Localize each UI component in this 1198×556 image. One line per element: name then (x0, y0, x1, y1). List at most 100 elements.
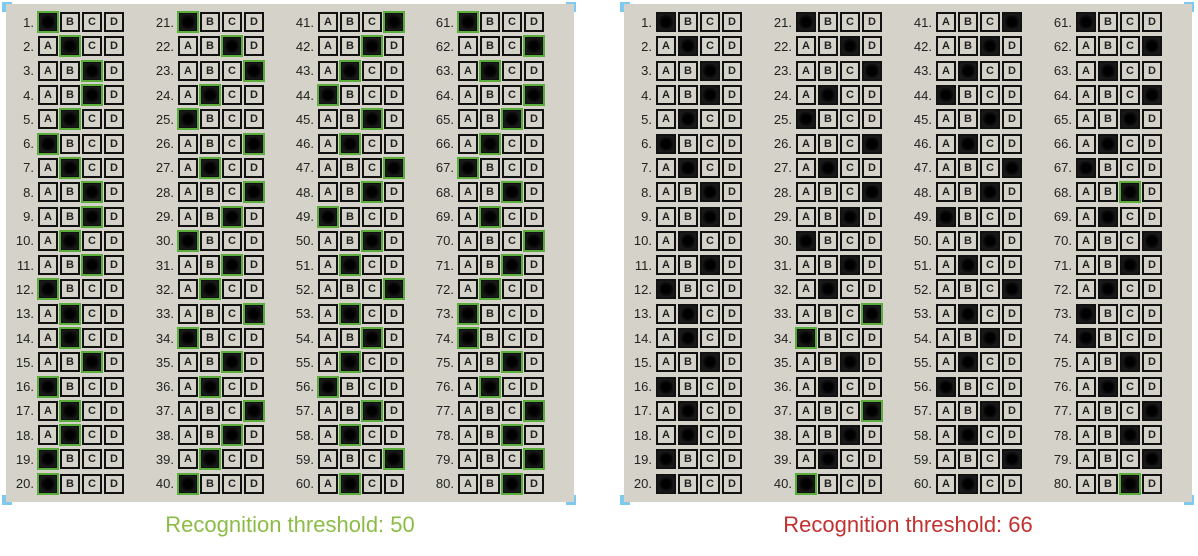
bubble-d: D (722, 182, 742, 202)
bubble-d: D (104, 474, 124, 494)
bubble-d: D (244, 109, 264, 129)
bubble-b: B (200, 377, 220, 397)
bubble-c: C (1120, 352, 1140, 372)
bubble-b: B (958, 474, 978, 494)
bubble-b: B (200, 474, 220, 494)
question-row: 74.ABCD (432, 326, 568, 350)
bubble-c: C (502, 85, 522, 105)
question-row: 13.ABCD (630, 302, 766, 326)
question-number: 69. (432, 209, 454, 224)
bubble-b: B (678, 207, 698, 227)
question-number: 68. (432, 185, 454, 200)
bubble-b: B (678, 304, 698, 324)
question-number: 7. (12, 160, 34, 175)
question-number: 10. (12, 233, 34, 248)
bubble-b: B (818, 61, 838, 81)
bubble-a: A (458, 377, 478, 397)
bubble-b: B (958, 328, 978, 348)
bubble-c: C (222, 255, 242, 275)
bubble-c: C (362, 134, 382, 154)
bubble-c: C (82, 352, 102, 372)
bubble-a: A (38, 352, 58, 372)
bubble-c: C (700, 279, 720, 299)
bubble-b: B (818, 134, 838, 154)
bubble-c: C (502, 134, 522, 154)
question-number: 27. (152, 160, 174, 175)
bubble-b: B (60, 207, 80, 227)
bubble-d: D (1142, 36, 1162, 56)
bubble-a: A (178, 207, 198, 227)
bubble-c: C (222, 85, 242, 105)
bubble-b: B (340, 61, 360, 81)
bubble-b: B (958, 158, 978, 178)
question-number: 49. (292, 209, 314, 224)
question-row: 62.ABCD (1050, 34, 1186, 58)
question-row: 58.ABCD (910, 423, 1046, 447)
bubble-a: A (936, 61, 956, 81)
bubble-b: B (818, 85, 838, 105)
question-number: 56. (910, 379, 932, 394)
bubble-c: C (222, 158, 242, 178)
question-number: 31. (770, 258, 792, 273)
bubble-b: B (60, 134, 80, 154)
question-number: 47. (292, 160, 314, 175)
bubble-a: A (458, 255, 478, 275)
bubble-a: A (796, 85, 816, 105)
bubble-a: A (318, 377, 338, 397)
bubble-c: C (840, 182, 860, 202)
question-number: 73. (1050, 306, 1072, 321)
bubble-c: C (980, 85, 1000, 105)
bubble-b: B (818, 255, 838, 275)
bubble-c: C (222, 377, 242, 397)
question-number: 75. (432, 355, 454, 370)
bubble-a: A (656, 134, 676, 154)
bubble-c: C (502, 328, 522, 348)
question-number: 16. (630, 379, 652, 394)
bubble-d: D (244, 304, 264, 324)
bubble-a: A (38, 328, 58, 348)
bubble-a: A (656, 401, 676, 421)
bubble-b: B (958, 279, 978, 299)
bubble-a: A (178, 304, 198, 324)
bubble-c: C (840, 401, 860, 421)
bubble-b: B (340, 304, 360, 324)
bubble-b: B (678, 182, 698, 202)
bubble-c: C (362, 61, 382, 81)
bubble-c: C (362, 474, 382, 494)
bubble-d: D (1002, 474, 1022, 494)
question-number: 3. (630, 63, 652, 78)
bubble-a: A (796, 377, 816, 397)
bubble-a: A (38, 401, 58, 421)
bubble-b: B (60, 328, 80, 348)
bubble-d: D (244, 255, 264, 275)
question-row: 57.ABCD (292, 399, 428, 423)
bubble-c: C (222, 352, 242, 372)
question-number: 42. (292, 39, 314, 54)
question-row: 49.ABCD (292, 204, 428, 228)
question-number: 68. (1050, 185, 1072, 200)
bubble-b: B (340, 255, 360, 275)
question-number: 35. (152, 355, 174, 370)
bubble-a: A (38, 36, 58, 56)
bubble-c: C (82, 182, 102, 202)
bubble-b: B (340, 425, 360, 445)
question-number: 34. (770, 331, 792, 346)
bubble-c: C (1120, 449, 1140, 469)
bubble-b: B (60, 12, 80, 32)
bubble-d: D (244, 328, 264, 348)
question-row: 36.ABCD (770, 374, 906, 398)
question-number: 37. (770, 403, 792, 418)
bubble-b: B (60, 231, 80, 251)
bubble-d: D (524, 109, 544, 129)
question-row: 11.ABCD (630, 253, 766, 277)
bubble-b: B (1098, 134, 1118, 154)
bubble-d: D (384, 36, 404, 56)
question-number: 22. (152, 39, 174, 54)
question-column: 41.ABCD42.ABCD43.ABCD44.ABCD45.ABCD46.AB… (908, 10, 1048, 496)
question-number: 67. (432, 160, 454, 175)
bubble-a: A (178, 425, 198, 445)
bubble-d: D (384, 474, 404, 494)
bubble-b: B (60, 85, 80, 105)
bubble-d: D (1142, 401, 1162, 421)
bubble-b: B (200, 255, 220, 275)
